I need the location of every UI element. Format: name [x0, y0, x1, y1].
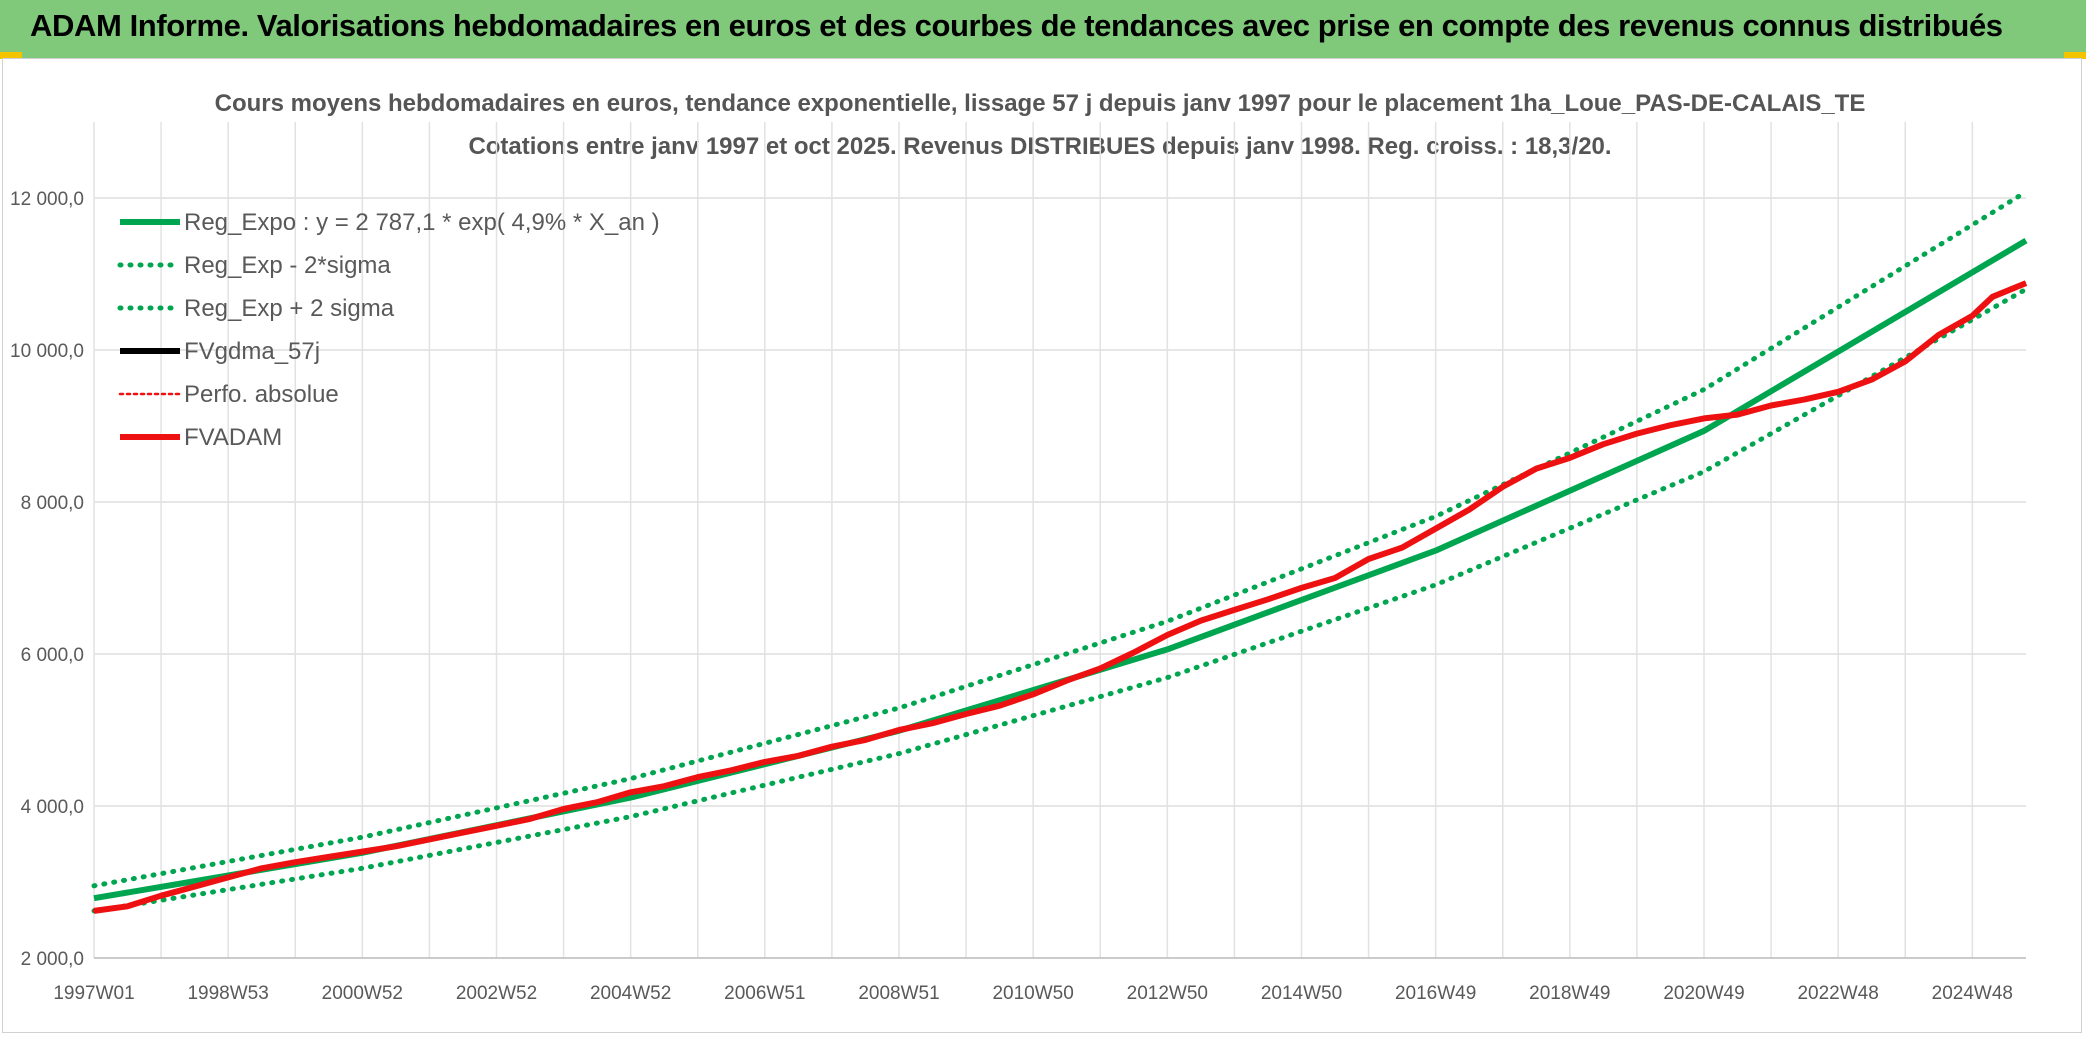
- y-axis-ticks: 2 000,0 4 000,0 6 000,0 8 000,0 10 000,0 12 0…: [10, 189, 84, 970]
- legend-label: Reg_Exp + 2 sigma: [184, 295, 395, 322]
- report-banner: ADAM Informe. Valorisations hebdomadaire…: [0, 0, 2086, 58]
- x-axis-ticks: 1997W01 1998W53 2000W52 2002W52 2004W52 2006W…: [53, 983, 2013, 1004]
- x-tick-label: 2020W49: [1663, 983, 1744, 1004]
- legend-label: Perfo. absolue: [184, 381, 339, 408]
- x-tick-label: 2008W51: [858, 983, 939, 1004]
- chart-title: Cours moyens hebdomadaires en euros, ten…: [215, 90, 1866, 117]
- series-line-reg-exp-2-sigma: [91, 189, 2029, 889]
- x-tick-label: 2024W48: [1932, 983, 2013, 1004]
- legend-label: FVADAM: [184, 424, 282, 451]
- grid-lines: [93, 122, 2026, 959]
- y-tick-label: 2 000,0: [21, 949, 84, 970]
- y-tick-label: 8 000,0: [21, 493, 84, 514]
- report-title: ADAM Informe. Valorisations hebdomadaire…: [30, 8, 2003, 43]
- y-tick-label: 10 000,0: [10, 341, 84, 362]
- x-tick-label: 2006W51: [724, 983, 805, 1004]
- x-tick-label: 2022W48: [1797, 983, 1878, 1004]
- legend-label: FVgdma_57j: [184, 338, 320, 365]
- chart-frame: [2, 58, 2082, 1033]
- series-line-perfo-absolue: [92, 281, 2028, 913]
- x-tick-label: 2018W49: [1529, 983, 1610, 1004]
- x-tick-label: 1998W53: [187, 983, 268, 1004]
- x-tick-label: 2014W50: [1261, 983, 1342, 1004]
- series-line-fvadam: [93, 280, 2028, 914]
- series-line-fvgdma-57j: [93, 281, 2027, 913]
- x-tick-label: 2012W50: [1127, 983, 1208, 1004]
- y-tick-label: 12 000,0: [10, 189, 84, 210]
- x-tick-label: 2002W52: [456, 983, 537, 1004]
- x-tick-label: 2004W52: [590, 983, 671, 1004]
- chart-subtitle: Cotations entre janv 1997 et oct 2025. R…: [468, 133, 1611, 160]
- corner-mark-left: [0, 52, 22, 59]
- y-tick-label: 6 000,0: [21, 645, 84, 666]
- legend-label: Reg_Expo : y = 2 787,1 * exp( 4,9% * X_a…: [184, 209, 660, 236]
- x-tick-label: 2000W52: [322, 983, 403, 1004]
- x-tick-label: 2010W50: [992, 983, 1073, 1004]
- x-tick-label: 1997W01: [53, 983, 134, 1004]
- series-line-reg-exp-2-sigma: [91, 286, 2029, 914]
- legend: Reg_Expo : y = 2 787,1 * exp( 4,9% * X_a…: [117, 209, 660, 451]
- series-line-reg-expo-y-2-787-1-exp-4-9-x-an: [93, 238, 2028, 902]
- x-tick-label: 2016W49: [1395, 983, 1476, 1004]
- series-lines: [91, 189, 2029, 914]
- legend-label: Reg_Exp - 2*sigma: [184, 252, 391, 279]
- corner-mark-right: [2064, 52, 2086, 59]
- y-tick-label: 4 000,0: [21, 797, 84, 818]
